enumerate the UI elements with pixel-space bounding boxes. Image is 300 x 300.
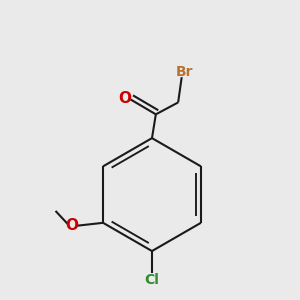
- Text: O: O: [65, 218, 78, 233]
- Text: O: O: [119, 92, 132, 106]
- Text: Br: Br: [175, 65, 193, 79]
- Text: Cl: Cl: [145, 273, 159, 287]
